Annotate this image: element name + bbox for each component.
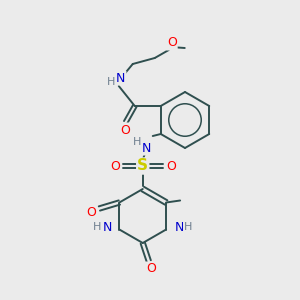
- Text: H: H: [133, 137, 141, 147]
- Text: N: N: [103, 221, 112, 234]
- Text: O: O: [86, 206, 96, 219]
- Text: N: N: [116, 71, 125, 85]
- Text: O: O: [166, 160, 176, 172]
- Text: N: N: [142, 142, 152, 154]
- Text: S: S: [137, 158, 148, 173]
- Text: O: O: [120, 124, 130, 136]
- Text: N: N: [174, 221, 184, 234]
- Text: H: H: [106, 77, 115, 87]
- Text: O: O: [167, 37, 177, 50]
- Text: H: H: [93, 223, 102, 232]
- Text: O: O: [110, 160, 120, 172]
- Text: O: O: [146, 262, 156, 275]
- Text: H: H: [184, 223, 192, 232]
